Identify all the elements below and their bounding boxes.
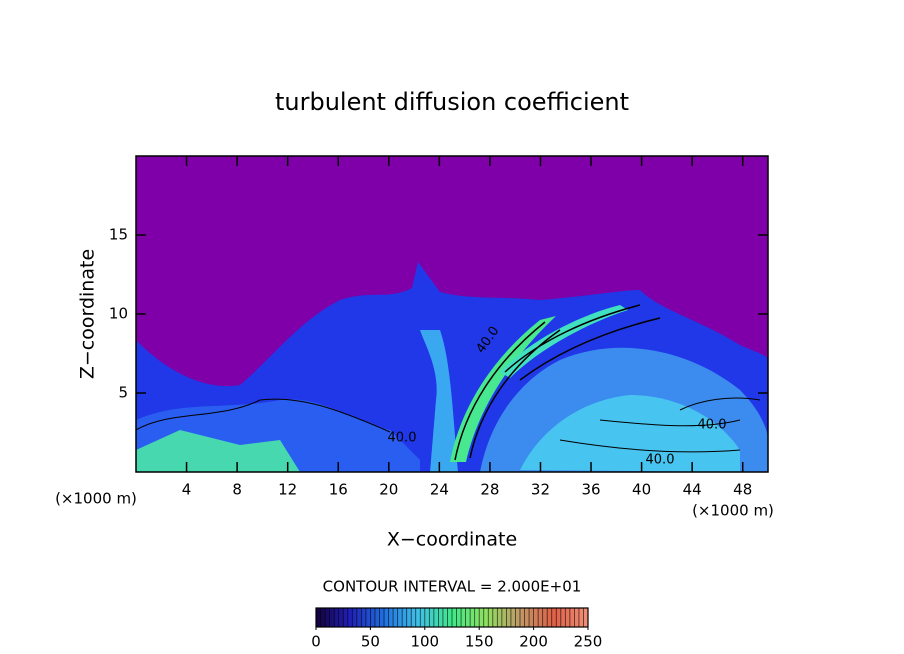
x-tick-label: 40 xyxy=(632,481,651,499)
x-tick-label: 20 xyxy=(379,481,398,499)
colorbar-tick-label: 50 xyxy=(361,633,380,651)
x-tick-label: 48 xyxy=(733,481,752,499)
x-axis-label: X−coordinate xyxy=(387,529,517,551)
x-tick-label: 24 xyxy=(430,481,449,499)
x-tick-label: 16 xyxy=(329,481,348,499)
x-tick-label: 8 xyxy=(232,481,242,499)
field-region xyxy=(420,330,458,472)
y-tick-label: 10 xyxy=(109,305,128,323)
y-axis-label: Z−coordinate xyxy=(77,249,99,379)
colorbar-frame xyxy=(315,607,589,628)
colorbar-tick-label: 100 xyxy=(410,633,439,651)
contour-label: 40.0 xyxy=(646,453,675,468)
x-tick-label: 32 xyxy=(531,481,550,499)
x-tick-label: 36 xyxy=(581,481,600,499)
field-region xyxy=(136,430,300,472)
colorbar-tick-label: 200 xyxy=(519,633,548,651)
y-tick-label: 15 xyxy=(109,226,128,244)
contour-line xyxy=(454,304,661,461)
contour-label: 40.0 xyxy=(698,418,727,433)
x-tick-label: 28 xyxy=(480,481,499,499)
x-tick-label: 12 xyxy=(278,481,297,499)
contour-label: 40.0 xyxy=(388,431,417,446)
contour-line xyxy=(136,397,761,453)
field xyxy=(136,262,768,472)
colorbar-tick-label: 250 xyxy=(574,633,603,651)
chart-title: turbulent diffusion coefficient xyxy=(275,88,629,116)
y-tick-label: 5 xyxy=(118,384,128,402)
colorbar-tick-label: 0 xyxy=(311,633,321,651)
x-unit-label: (×1000 m) xyxy=(692,502,774,520)
colorbar-tick-label: 150 xyxy=(465,633,494,651)
field-region xyxy=(520,395,740,472)
field-region xyxy=(450,316,556,462)
x-unit-label: (×1000 m) xyxy=(55,490,137,508)
x-tick-label: 44 xyxy=(683,481,702,499)
contour-interval: CONTOUR INTERVAL = 2.000E+01 xyxy=(323,578,582,596)
x-tick-label: 4 xyxy=(182,481,192,499)
